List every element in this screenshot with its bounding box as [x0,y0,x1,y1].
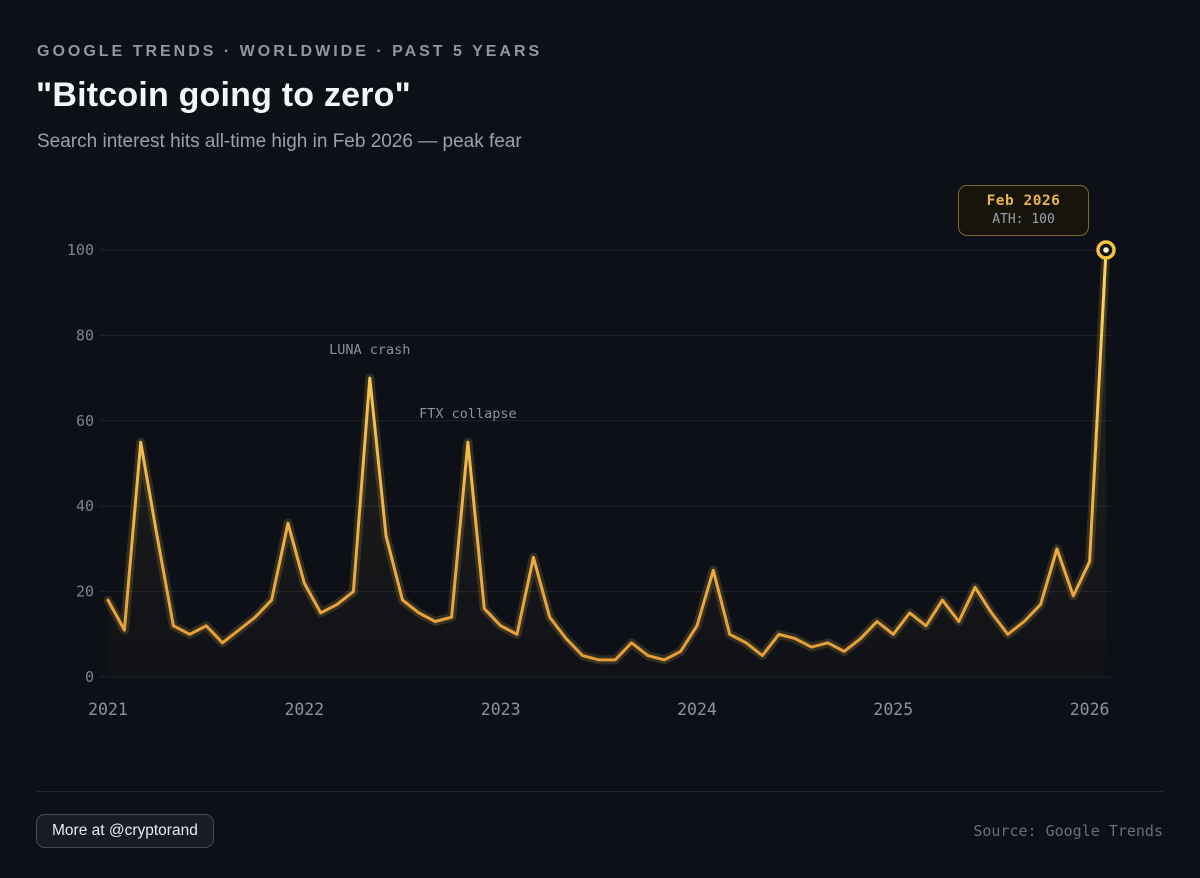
series-area [108,250,1106,677]
annotation-label: FTX collapse [419,406,517,422]
x-tick-label: 2021 [88,700,128,719]
y-tick-label: 80 [76,326,94,344]
y-tick-label: 0 [85,668,94,686]
x-tick-label: 2025 [873,700,913,719]
series-glow [103,245,1111,665]
x-tick-label: 2024 [677,700,717,719]
x-tick-label: 2022 [284,700,324,719]
source-label: Source: Google Trends [973,822,1163,840]
trend-chart: 0 20 40 60 80 100 2021 2022 2023 2024 2025 2026 LUNA… [36,200,1164,730]
ath-callout-date: Feb 2026 [986,193,1061,209]
x-tick-label: 2026 [1070,700,1110,719]
footer-divider [36,791,1164,792]
x-tick-label: 2023 [481,700,521,719]
axis-label-layer: 0 20 40 60 80 100 2021 2022 2023 2024 2025 2026 LUNA… [67,241,1110,719]
y-tick-label: 60 [76,412,94,430]
annotation-label: LUNA crash [329,342,410,358]
chart-svg: 0 20 40 60 80 100 2021 2022 2023 2024 2025 2026 LUNA… [67,240,1116,719]
subtitle: Search interest hits all-time high in Fe… [37,131,522,152]
eyebrow: GOOGLE TRENDS · WORLDWIDE · PAST 5 YEARS [37,43,543,60]
ath-callout-value: ATH: 100 [992,212,1055,227]
cryptorand-button[interactable]: More at @cryptorand [36,814,214,848]
series-layer [103,240,1116,677]
series-line [106,248,1108,662]
end-marker-core [1103,247,1109,253]
y-tick-label: 20 [76,583,94,601]
y-tick-label: 40 [76,497,94,515]
y-tick-label: 100 [67,241,94,259]
page-title: "Bitcoin going to zero" [36,76,411,114]
ath-callout: Feb 2026 ATH: 100 [958,185,1089,236]
